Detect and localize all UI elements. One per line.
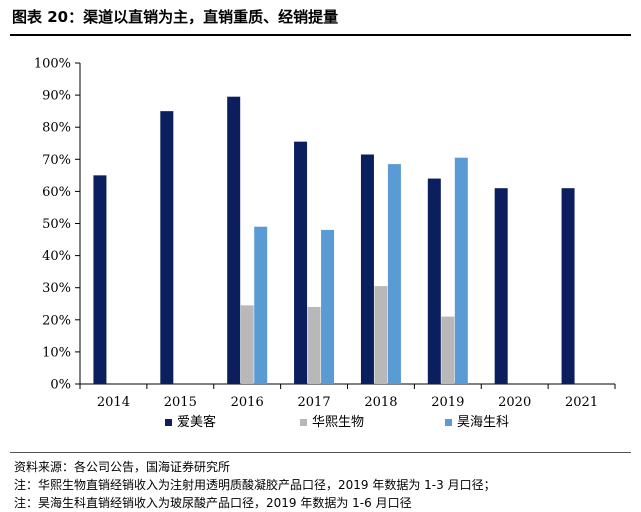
bar-昊海生科-2018 (387, 164, 401, 384)
bar-爱美客-2016 (227, 96, 241, 384)
legend-label: 昊海生科 (457, 415, 509, 430)
legend-swatch (165, 419, 172, 426)
title-rule (10, 34, 631, 36)
x-tick-label: 2014 (97, 395, 130, 410)
bar-爱美客-2014 (93, 175, 107, 384)
y-axis: 0% 10% 20% 30% 40% 50% 60% 70% 80% 90% 100% (34, 57, 81, 393)
figure-title: 图表 20：渠道以直销为主，直销重质、经销提量 (12, 8, 339, 26)
bar-爱美客-2020 (494, 188, 508, 384)
x-tick-label: 2018 (364, 395, 397, 410)
x-tick-label: 2016 (231, 395, 264, 410)
x-axis: 2014 2015 2016 2017 2018 2019 2020 2021 (79, 383, 616, 410)
bar-华熙生物-2019 (441, 316, 455, 384)
legend-swatch (445, 419, 452, 426)
bar-爱美客-2017 (294, 141, 308, 384)
y-tick-label: 90% (42, 89, 71, 104)
legend: 爱美客 华熙生物 昊海生科 (165, 414, 509, 430)
bar-昊海生科-2017 (321, 229, 335, 384)
footnote-2: 注：昊海生科直销经销收入为玻尿酸产品口径，2019 年数据为 1-6 月口径 (14, 496, 412, 510)
bars (93, 96, 575, 385)
y-tick-label: 40% (42, 249, 71, 264)
x-tick-label: 2015 (164, 395, 197, 410)
legend-label: 爱美客 (177, 414, 216, 430)
y-tick-label: 80% (42, 121, 71, 136)
y-tick-label: 50% (42, 217, 71, 232)
source-note: 资料来源：各公司公告，国海证券研究所 (14, 460, 231, 474)
x-tick-label: 2017 (298, 395, 331, 410)
notes-rule (10, 452, 631, 453)
y-tick-label: 70% (42, 153, 71, 168)
bar-昊海生科-2019 (454, 157, 468, 384)
footnote-1: 注：华熙生物直销经销收入为注射用透明质酸凝胶产品口径，2019 年数据为 1-3… (14, 478, 496, 492)
bar-华熙生物-2018 (374, 286, 388, 384)
bar-爱美客-2015 (160, 111, 174, 385)
y-tick-label: 100% (34, 57, 71, 72)
y-tick-label: 10% (42, 345, 71, 360)
y-tick-label: 20% (42, 313, 71, 328)
bar-爱美客-2018 (360, 154, 374, 384)
bar-爱美客-2019 (427, 178, 441, 384)
y-tick-label: 30% (42, 281, 71, 296)
legend-swatch (300, 419, 307, 426)
bar-昊海生科-2016 (254, 226, 268, 384)
x-tick-label: 2020 (498, 395, 531, 410)
bar-华熙生物-2017 (307, 306, 321, 384)
x-tick-label: 2021 (565, 395, 598, 410)
bar-chart: 0%10%20%30%40%50%60%70%80%90%100% 2014 20… (34, 57, 616, 430)
legend-label: 华熙生物 (312, 415, 364, 430)
y-tick-label: 0% (50, 378, 71, 393)
bar-华熙生物-2016 (240, 305, 254, 384)
x-tick-label: 2019 (431, 395, 464, 410)
notes: 资料来源：各公司公告，国海证券研究所 注：华熙生物直销经销收入为注射用透明质酸凝… (14, 458, 496, 512)
y-tick-label: 60% (42, 185, 71, 200)
bar-爱美客-2021 (561, 188, 575, 384)
